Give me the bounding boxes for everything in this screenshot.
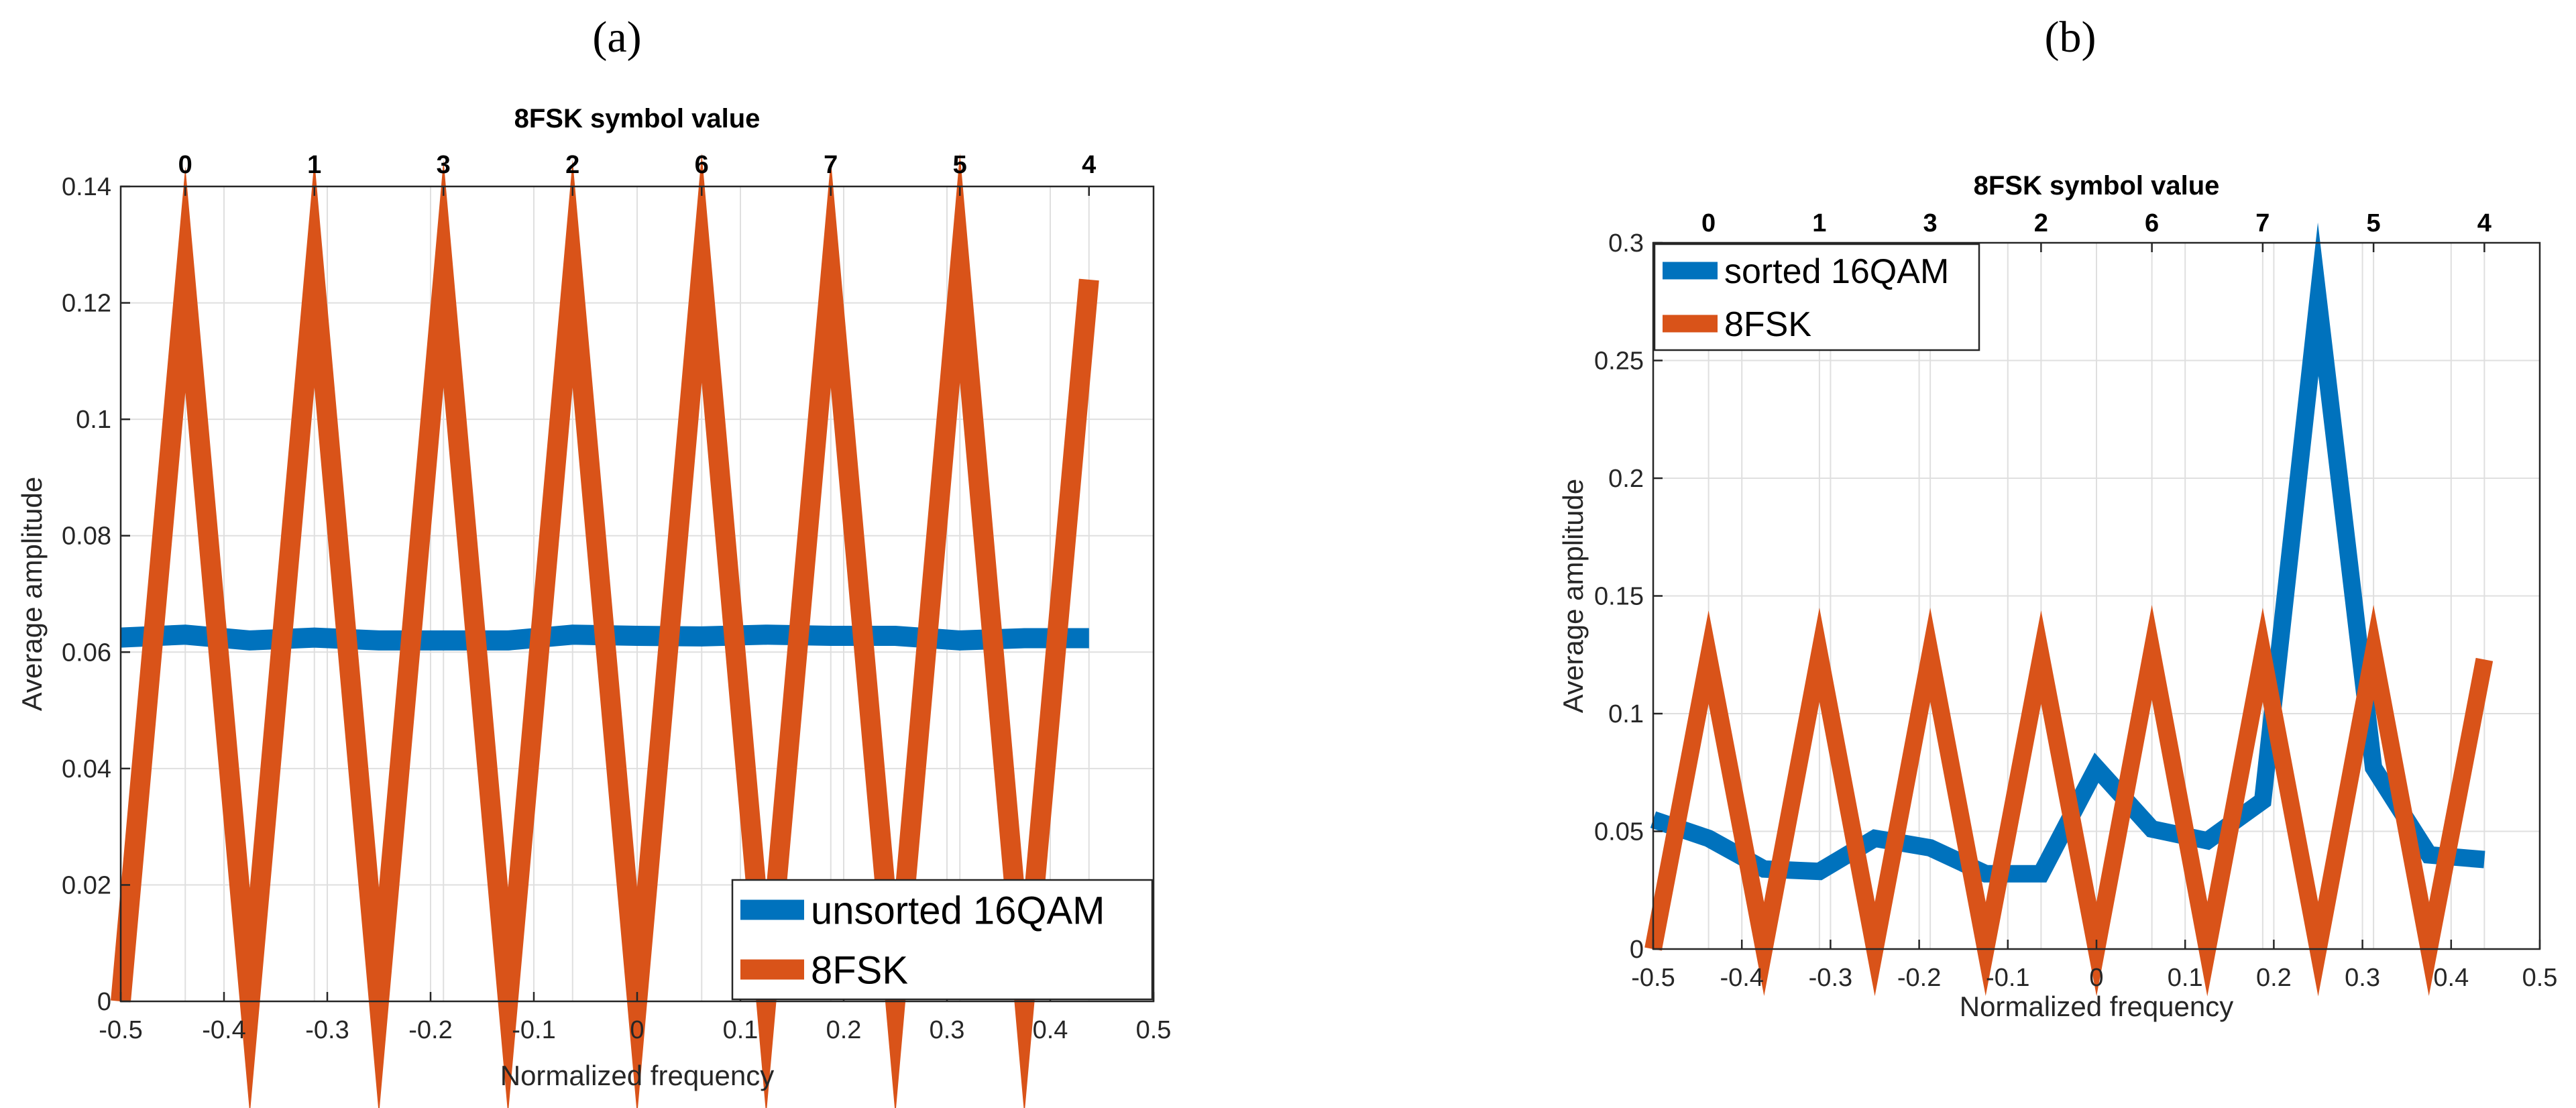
y-tick-label-b: 0.3	[1608, 229, 1644, 258]
top-tick-label-b: 1	[1812, 209, 1826, 237]
chart-panel-b: -0.5 -0.4 -0.3 -0.2 -0.1 0 0.1 0.2 0.3 0.4 0.5 0 0.0…	[1557, 171, 2557, 1022]
top-tick-label-b: 7	[2255, 209, 2270, 237]
top-axis-label-b: 8FSK symbol value	[1974, 171, 2220, 201]
y-axis-label-a: Average amplitude	[16, 477, 48, 711]
y-tick-label-b: 0.1	[1608, 700, 1644, 728]
top-tick-label-a: 1	[307, 151, 321, 179]
series-line-a-8fsk	[111, 153, 1099, 1108]
x-tick-label-a: -0.3	[305, 1016, 349, 1044]
top-tick-label-a: 7	[824, 151, 838, 179]
top-tick-label-a: 5	[953, 151, 967, 179]
x-tick-label-a: -0.5	[99, 1016, 142, 1044]
legend-label-b-0: sorted 16QAM	[1724, 252, 1949, 291]
legend-box-b	[1653, 243, 1980, 351]
x-tick-label-b: 0.3	[2345, 964, 2380, 992]
y-tick-label-b: 0.15	[1594, 583, 1644, 611]
y-tick-label-a: 0.04	[62, 755, 111, 783]
x-tick-label-b: 0.4	[2433, 964, 2469, 992]
y-tick-label-a: 0.02	[62, 871, 111, 899]
y-axis-label-b: Average amplitude	[1557, 479, 1589, 713]
x-tick-label-b: 0	[2089, 964, 2103, 992]
y-tick-label-b: 0.25	[1594, 347, 1644, 376]
x-tick-label-a: -0.2	[408, 1016, 452, 1044]
x-tick-label-a: -0.1	[512, 1016, 555, 1044]
panel-label-b: (b)	[2044, 13, 2096, 62]
x-tick-label-b: -0.1	[1986, 964, 2029, 992]
top-tick-label-b: 0	[1701, 209, 1716, 237]
y-tick-label-b: 0.05	[1594, 818, 1644, 846]
x-tick-label-a: 0	[630, 1016, 644, 1044]
top-tick-label-a: 0	[178, 151, 192, 179]
top-tick-label-a: 4	[1082, 151, 1096, 179]
x-tick-label-a: 0.5	[1136, 1016, 1172, 1044]
legend-label-a-0: unsorted 16QAM	[811, 889, 1105, 932]
top-tick-label-a: 2	[565, 151, 579, 179]
top-axis-label-a: 8FSK symbol value	[514, 104, 761, 133]
legend-label-a-1: 8FSK	[811, 948, 908, 992]
top-tick-label-b: 5	[2367, 209, 2381, 237]
y-tick-label-a: 0.14	[62, 173, 111, 201]
legend-a: unsorted 16QAM 8FSK	[731, 879, 1154, 1001]
x-tick-label-b: -0.3	[1809, 964, 1852, 992]
y-tick-label-a: 0.12	[62, 290, 111, 318]
x-tick-label-b: -0.5	[1631, 964, 1675, 992]
y-tick-label-b: 0.2	[1608, 465, 1644, 493]
panel-label-a: (a)	[592, 13, 642, 62]
chart-panel-a: -0.5 -0.4 -0.3 -0.2 -0.1 0 0.1 0.2 0.3 0.4 0.5 0 0.0…	[16, 104, 1172, 1108]
x-tick-label-b: 0.5	[2522, 964, 2558, 992]
x-tick-label-a: 0.2	[826, 1016, 862, 1044]
y-tick-label-a: 0.06	[62, 639, 111, 667]
x-tick-label-b: 0.2	[2256, 964, 2292, 992]
y-tick-label-a: 0	[97, 988, 111, 1016]
x-tick-label-b: -0.2	[1897, 964, 1941, 992]
y-tick-label-b: 0	[1630, 936, 1644, 964]
top-tick-label-b: 4	[2477, 209, 2491, 237]
x-axis-label-a: Normalized frequency	[500, 1060, 775, 1091]
series-line-b-8fsk	[1644, 604, 2494, 997]
top-tick-label-b: 2	[2034, 209, 2048, 237]
top-tick-label-a: 3	[437, 151, 451, 179]
x-tick-label-b: 0.1	[2168, 964, 2203, 992]
legend-b: sorted 16QAM 8FSK	[1653, 243, 1980, 351]
y-tick-label-a: 0.1	[76, 406, 111, 434]
x-tick-label-b: -0.4	[1720, 964, 1763, 992]
legend-label-b-1: 8FSK	[1724, 305, 1811, 344]
top-tick-label-b: 6	[2145, 209, 2159, 237]
x-tick-label-a: 0.4	[1033, 1016, 1068, 1044]
x-axis-label-b: Normalized frequency	[1960, 991, 2234, 1022]
top-tick-label-b: 3	[1923, 209, 1938, 237]
x-tick-label-a: 0.3	[930, 1016, 965, 1044]
x-tick-label-a: 0.1	[723, 1016, 759, 1044]
y-tick-label-a: 0.08	[62, 522, 111, 551]
x-tick-label-a: -0.4	[202, 1016, 245, 1044]
top-tick-label-a: 6	[695, 151, 709, 179]
